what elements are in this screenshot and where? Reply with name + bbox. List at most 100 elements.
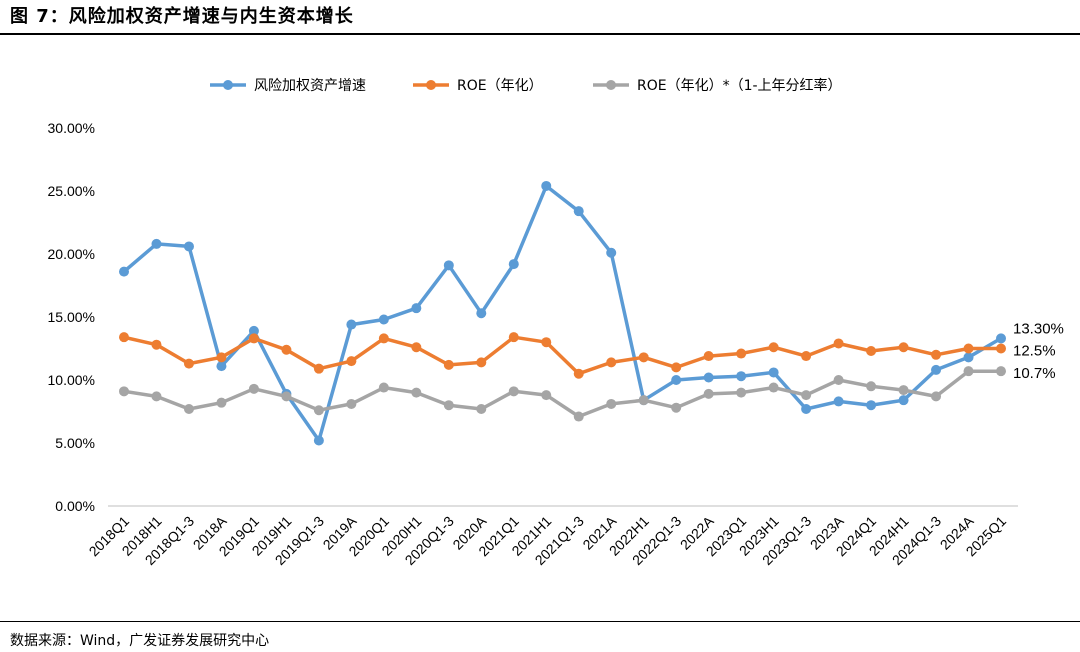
data-point <box>671 362 682 373</box>
legend-marker <box>426 80 436 90</box>
data-point <box>476 403 487 414</box>
data-point <box>898 395 909 406</box>
data-point <box>378 333 389 344</box>
data-point <box>151 238 162 249</box>
data-point <box>963 366 974 377</box>
data-point <box>866 381 877 392</box>
y-tick-label: 20.00% <box>48 246 95 262</box>
data-point <box>801 351 812 362</box>
data-point <box>931 364 942 375</box>
legend-label: ROE（年化） <box>457 78 543 94</box>
data-point <box>703 351 714 362</box>
data-point <box>671 375 682 385</box>
data-point <box>638 352 649 363</box>
y-tick-label: 15.00% <box>48 309 95 325</box>
data-point <box>573 411 584 422</box>
data-point <box>476 308 487 319</box>
figure-title: 图 7：风险加权资产增速与内生资本增长 <box>10 6 354 27</box>
data-point <box>281 344 292 355</box>
data-point <box>183 241 194 252</box>
y-tick-label: 25.00% <box>48 183 95 199</box>
bottom-rule <box>0 621 1080 622</box>
data-point <box>216 361 227 372</box>
data-point <box>898 342 909 353</box>
source-note: 数据来源：Wind，广发证券发展研究中心 <box>10 633 270 649</box>
data-point <box>996 366 1006 377</box>
data-point <box>313 405 324 416</box>
data-point <box>736 348 747 359</box>
data-point <box>508 386 519 397</box>
data-point <box>216 352 227 363</box>
data-point <box>703 372 714 383</box>
end-value-label: 13.30% <box>1013 320 1064 337</box>
data-point <box>931 349 942 360</box>
data-point <box>151 391 162 402</box>
data-point <box>573 206 584 217</box>
data-point <box>216 397 227 408</box>
data-point <box>866 400 877 411</box>
y-tick-label: 10.00% <box>48 372 95 388</box>
data-point <box>508 332 519 343</box>
top-rule <box>0 33 1080 35</box>
data-point <box>736 371 747 382</box>
data-point <box>378 314 389 325</box>
data-point <box>183 403 194 414</box>
data-point <box>833 396 844 407</box>
data-point <box>248 333 259 344</box>
legend-marker <box>223 80 233 90</box>
series-line <box>122 184 1002 443</box>
data-point <box>606 247 617 258</box>
end-value-label: 12.5% <box>1013 343 1056 360</box>
data-point <box>671 402 682 413</box>
data-point <box>638 395 649 406</box>
data-point <box>411 303 422 314</box>
data-point <box>248 383 259 394</box>
data-point <box>833 375 844 385</box>
data-point <box>443 400 454 411</box>
data-point <box>866 346 877 357</box>
data-point <box>313 363 324 374</box>
data-point <box>768 367 779 378</box>
data-point <box>476 357 487 368</box>
data-point <box>411 342 422 353</box>
data-point <box>541 180 552 191</box>
y-tick-label: 5.00% <box>55 435 95 451</box>
data-point <box>801 403 812 414</box>
data-point <box>151 339 162 350</box>
data-point <box>183 358 194 369</box>
data-point <box>443 359 454 370</box>
data-point <box>508 259 519 270</box>
data-point <box>541 337 552 348</box>
data-point <box>768 342 779 353</box>
data-point <box>443 260 454 271</box>
data-point <box>411 387 422 398</box>
data-point <box>313 435 324 446</box>
data-point <box>248 325 259 336</box>
data-point <box>801 390 812 401</box>
end-value-label: 10.7% <box>1013 365 1056 382</box>
y-tick-label: 0.00% <box>55 498 95 514</box>
data-point <box>378 382 389 393</box>
series-line <box>123 369 1001 419</box>
data-point <box>963 343 974 354</box>
data-point <box>281 391 292 402</box>
data-point <box>703 388 714 399</box>
legend-label: 风险加权资产增速 <box>254 78 366 94</box>
data-point <box>606 398 617 409</box>
data-point <box>898 385 909 396</box>
data-point <box>346 398 357 409</box>
legend-label: ROE（年化）*（1-上年分红率） <box>637 77 842 94</box>
data-point <box>119 266 129 277</box>
data-point <box>573 368 584 379</box>
data-point <box>119 332 129 343</box>
data-point <box>606 357 617 368</box>
data-point <box>996 333 1006 344</box>
data-point <box>963 352 974 363</box>
data-point <box>768 382 779 393</box>
data-point <box>346 356 357 367</box>
legend-marker <box>606 80 616 90</box>
data-point <box>996 343 1006 354</box>
data-point <box>346 319 357 330</box>
data-point <box>833 338 844 349</box>
series-line <box>123 335 1001 376</box>
